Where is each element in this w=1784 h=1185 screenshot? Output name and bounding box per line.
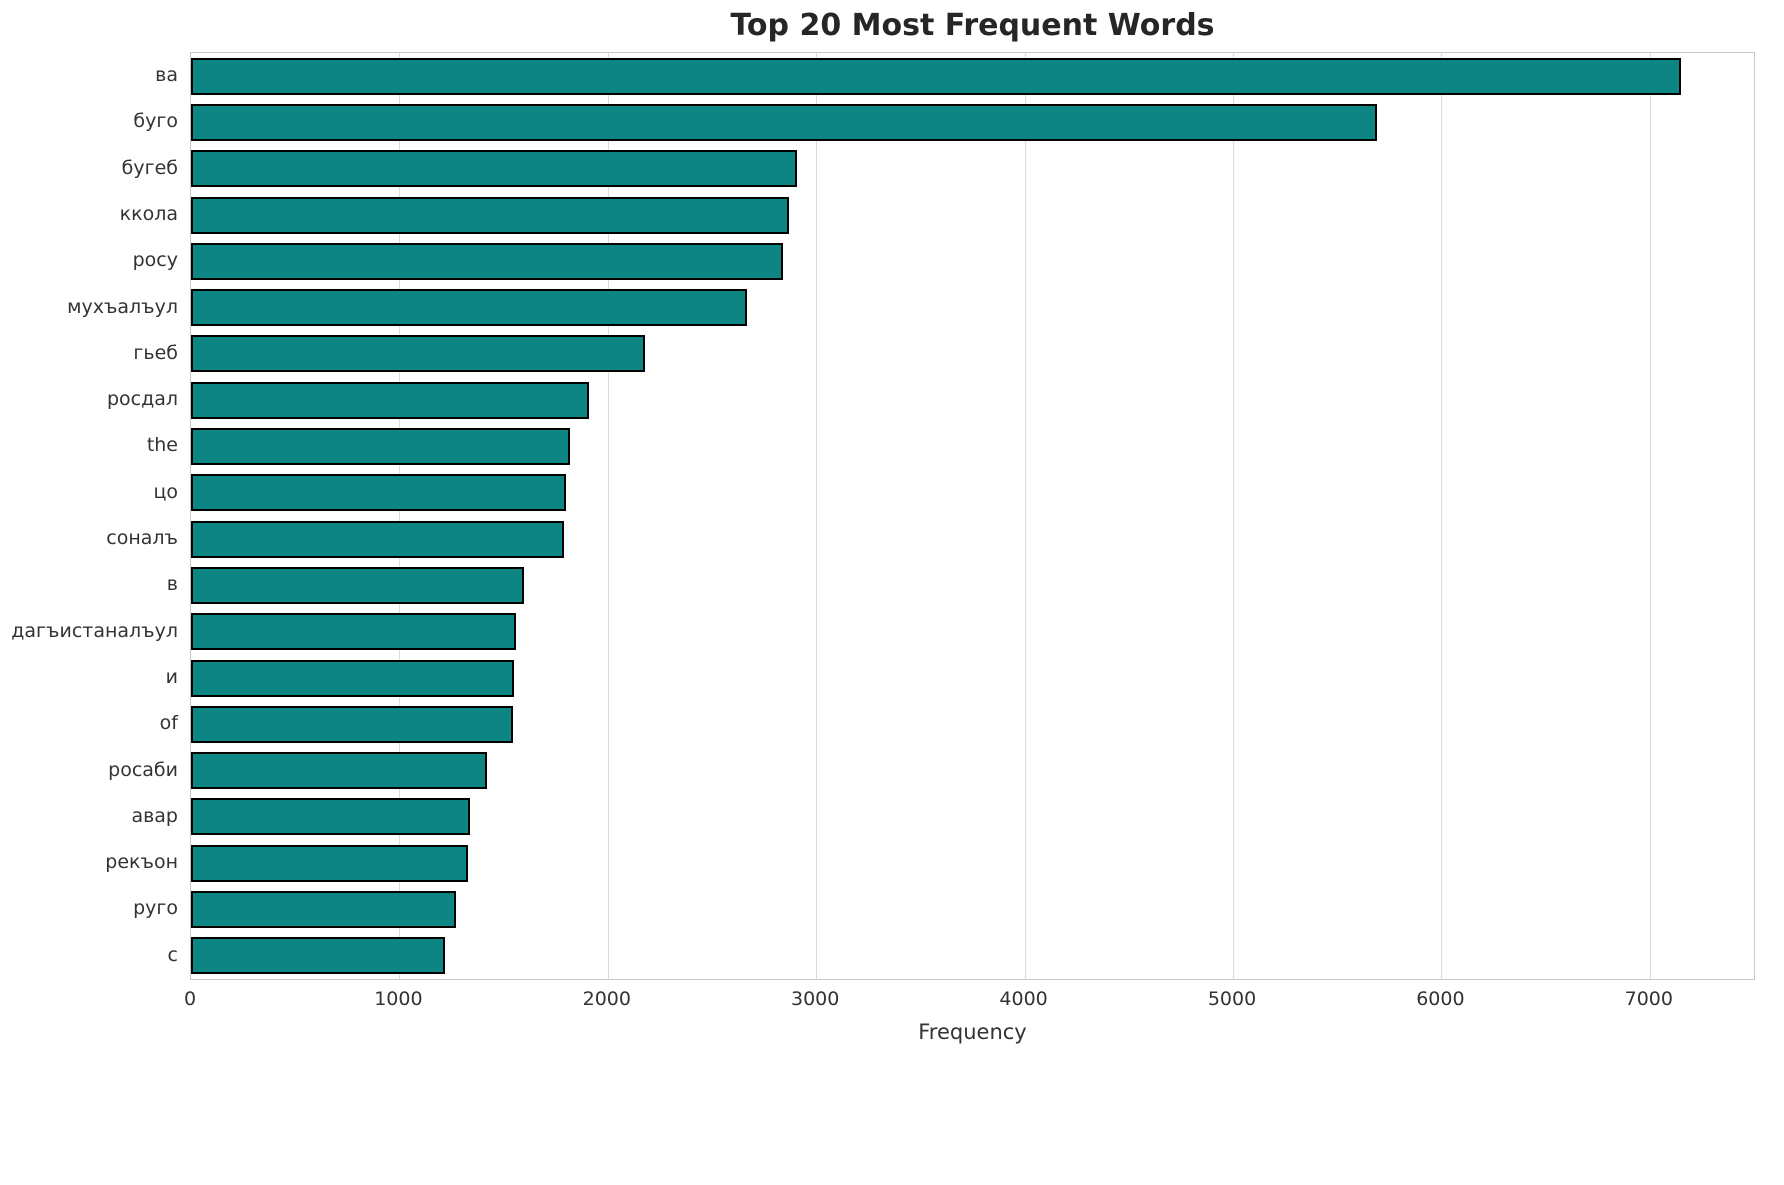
- bar: [191, 566, 525, 604]
- x-tick-label: 1000: [374, 988, 423, 1010]
- plot-area: [190, 52, 1755, 980]
- bar: [191, 103, 1377, 141]
- y-tick-label: бугеб: [121, 156, 178, 179]
- bar: [191, 798, 471, 836]
- x-axis: 0 1000 2000 3000 4000 5000 6000 7000: [184, 988, 1755, 1014]
- bar: [191, 57, 1682, 95]
- bar: [191, 520, 565, 558]
- x-tick-label: 3000: [791, 988, 840, 1010]
- bar: [191, 844, 469, 882]
- bar: [191, 335, 646, 373]
- y-tick-label: росдал: [106, 388, 178, 411]
- bar: [191, 428, 571, 466]
- bar: [191, 937, 446, 975]
- y-axis: ва буго бугеб ккола росу мухъалъул гьеб росдал t…: [0, 52, 178, 980]
- bar: [191, 289, 748, 327]
- bar: [191, 474, 567, 512]
- x-tick-label: 2000: [582, 988, 631, 1010]
- gridline: [1649, 53, 1651, 979]
- y-tick-label: буго: [133, 110, 178, 133]
- y-tick-label: мухъалъул: [67, 295, 178, 318]
- x-tick-label: 4000: [999, 988, 1048, 1010]
- y-tick-label: соналъ: [106, 527, 178, 549]
- y-tick-label: the: [146, 434, 178, 457]
- y-tick-label: рекъон: [105, 851, 178, 874]
- x-axis-label: Frequency: [918, 1020, 1027, 1044]
- x-tick-label: 5000: [1207, 988, 1257, 1010]
- gridline: [1233, 53, 1234, 979]
- y-tick-label: дагъистаналъул: [11, 619, 178, 642]
- y-tick-label: руго: [133, 897, 178, 920]
- y-tick-label: росу: [132, 249, 178, 272]
- y-tick-label: в: [166, 573, 178, 596]
- y-tick-label: и: [165, 665, 178, 688]
- y-tick-label: авар: [131, 804, 178, 827]
- bar: [191, 752, 487, 790]
- gridline: [399, 53, 401, 979]
- bar: [191, 891, 456, 929]
- y-tick-label: of: [159, 712, 178, 735]
- y-tick-label: цо: [153, 480, 178, 503]
- gridline: [816, 53, 818, 979]
- bar: [191, 381, 590, 419]
- gridline: [1441, 53, 1443, 979]
- bar: [191, 705, 513, 743]
- y-tick-label: ва: [155, 64, 178, 86]
- y-tick-label: с: [167, 943, 178, 966]
- bar: [191, 242, 783, 280]
- bar: [191, 196, 790, 234]
- bar: [191, 659, 515, 697]
- y-tick-label: гьеб: [133, 341, 178, 364]
- x-tick-label: 7000: [1624, 988, 1673, 1010]
- gridline: [1024, 53, 1026, 979]
- bar: [191, 150, 798, 188]
- y-tick-label: росаби: [108, 758, 178, 781]
- x-tick-label: 6000: [1416, 988, 1465, 1010]
- chart-title: Top 20 Most Frequent Words: [730, 8, 1215, 43]
- y-tick-label: ккола: [119, 202, 178, 225]
- gridline: [607, 53, 609, 979]
- x-tick-label: 0: [183, 988, 197, 1010]
- bar: [191, 613, 517, 651]
